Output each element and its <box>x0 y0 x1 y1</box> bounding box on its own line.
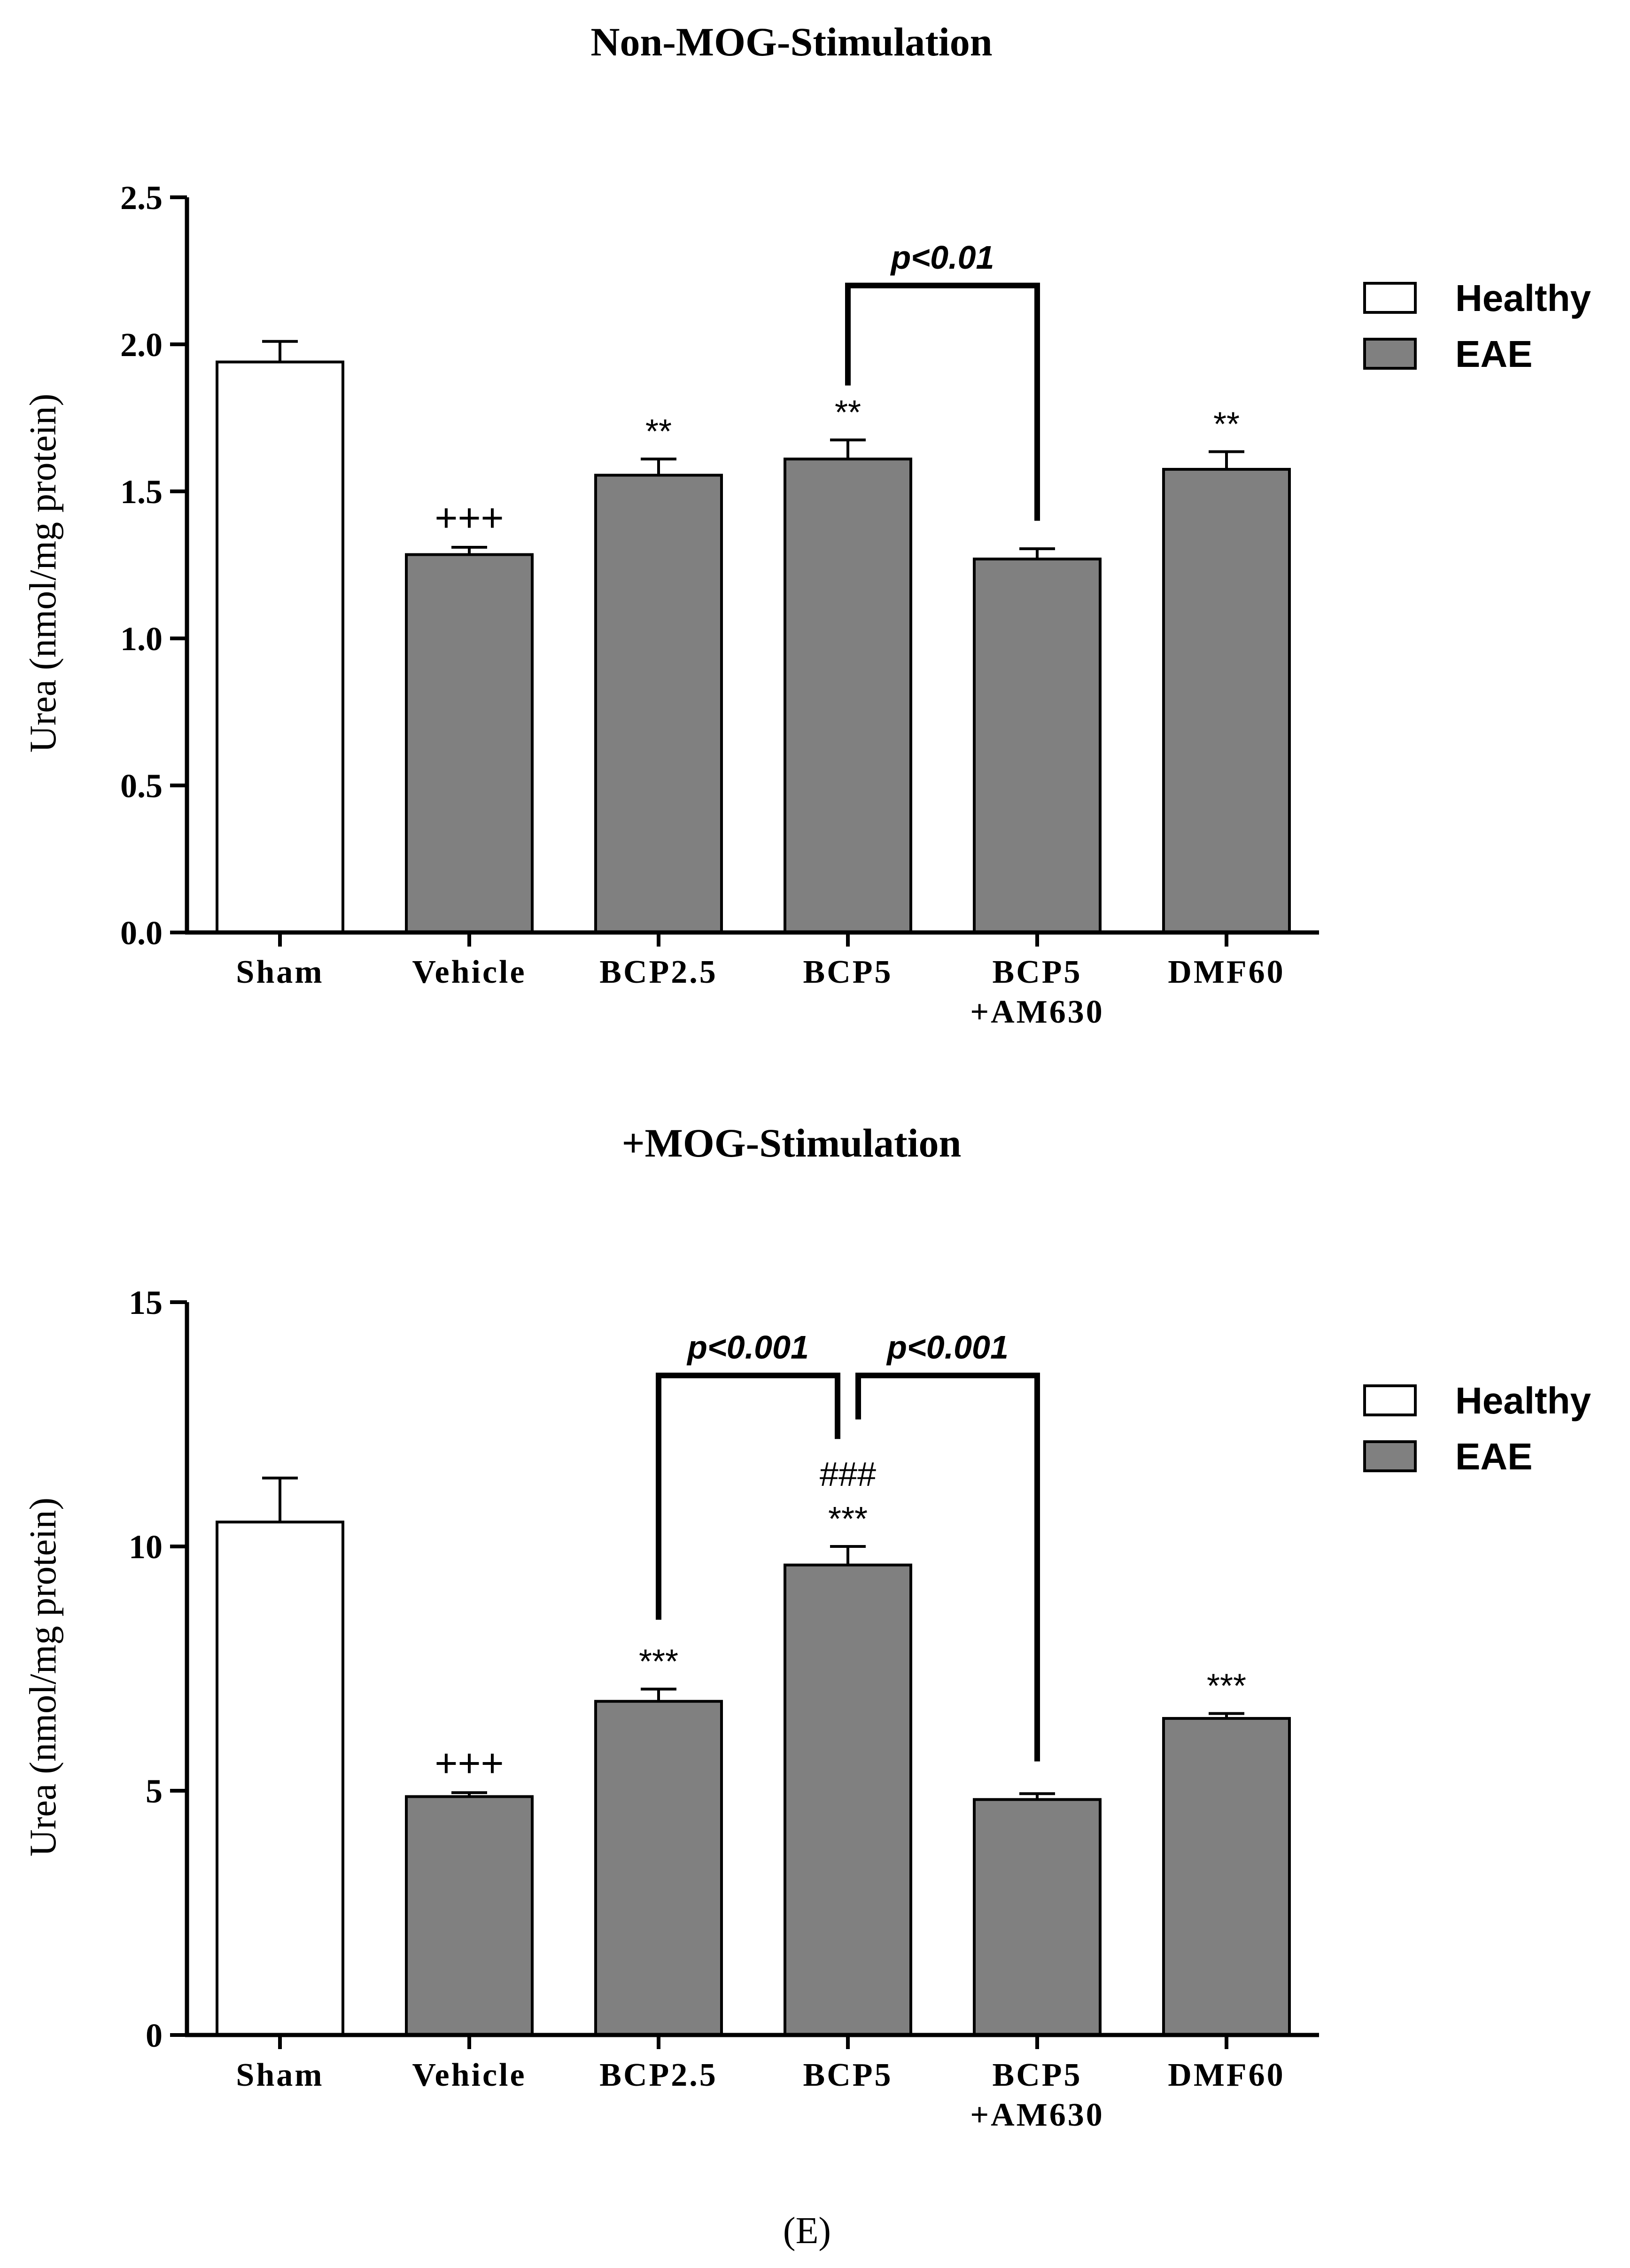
y-tick-label: 2.5 <box>120 179 163 217</box>
chart-non-mog: Non-MOG-Stimulation Urea (nmol/mg protei… <box>23 19 1591 1030</box>
x-tick-label: BCP5 <box>803 2057 893 2093</box>
y-tick-label: 0.5 <box>120 767 163 805</box>
legend-swatch-eae <box>1363 338 1417 370</box>
chart-title: +MOG-Stimulation <box>622 1120 962 1165</box>
bars <box>216 1476 1291 2037</box>
significance-mark: ** <box>1213 405 1240 443</box>
y-axis-label: Urea (nmol/mg protein) <box>23 394 64 753</box>
legend-label-eae: EAE <box>1455 333 1533 375</box>
significance-mark: +++ <box>435 1741 504 1785</box>
legend-label-healthy: Healthy <box>1455 277 1591 319</box>
x-axis-labels: Sham Vehicle BCP2.5 BCP5 BCP5 +AM630 DMF60 <box>236 2035 1285 2133</box>
significance-mark: *** <box>1207 1668 1246 1705</box>
bars <box>216 340 1291 934</box>
significance-mark: *** <box>639 1643 678 1681</box>
legend-swatch-healthy <box>1363 1384 1417 1416</box>
legend-swatch-healthy <box>1363 282 1417 314</box>
significance-marks: +++ *** ### *** *** <box>435 1456 1246 1785</box>
legend-label-eae: EAE <box>1455 1436 1533 1477</box>
x-tick-label-line2: +AM630 <box>970 2097 1104 2133</box>
bar-dmf60 <box>1162 1717 1291 2037</box>
legend-swatch-eae <box>1363 1440 1417 1472</box>
significance-marks: +++ ** ** ** <box>435 394 1240 539</box>
bracket-label: p<0.01 <box>890 239 994 276</box>
y-axis-ticks: 0.0 0.5 1.0 1.5 2.0 2.5 <box>120 179 187 952</box>
bar-dmf60 <box>1162 468 1291 934</box>
y-axis-label: Urea (nmol/mg protein) <box>23 1498 64 1856</box>
bar-vehicle <box>405 1795 534 2036</box>
legend: Healthy EAE <box>1363 277 1591 375</box>
figure-label: (E) <box>783 2210 831 2252</box>
bar-bcp2-5 <box>594 1700 723 2036</box>
comparison-brackets: p<0.01 <box>845 239 1040 521</box>
axes <box>185 197 1319 935</box>
legend: Healthy EAE <box>1363 1380 1591 1477</box>
bar-bcp2-5 <box>594 474 723 934</box>
x-tick-label: Sham <box>236 2057 324 2093</box>
x-tick-label: Vehicle <box>412 954 526 990</box>
bracket-line <box>845 282 1040 521</box>
x-tick-label: BCP5 <box>993 954 1082 990</box>
y-tick-label: 15 <box>129 1284 163 1321</box>
significance-mark: +++ <box>435 496 504 540</box>
significance-mark: *** <box>828 1500 868 1538</box>
x-tick-label: Vehicle <box>412 2057 526 2093</box>
y-tick-label: 5 <box>146 1772 163 1810</box>
y-tick-label: 0 <box>146 2017 163 2054</box>
legend-label-healthy: Healthy <box>1455 1380 1591 1421</box>
bar-bcp5 <box>784 1563 912 2036</box>
significance-mark: ** <box>645 413 672 450</box>
bracket-line <box>855 1373 1040 1762</box>
x-tick-label: DMF60 <box>1168 2057 1285 2093</box>
significance-mark: ** <box>835 394 861 431</box>
x-tick-label: Sham <box>236 954 324 990</box>
significance-mark: ### <box>820 1456 876 1493</box>
y-tick-label: 1.0 <box>120 620 163 658</box>
bar-vehicle <box>405 553 534 934</box>
y-tick-label: 2.0 <box>120 326 163 364</box>
bar-bcp5 <box>784 458 912 934</box>
y-tick-label: 0.0 <box>120 914 163 952</box>
x-tick-label: BCP5 <box>803 954 893 990</box>
y-tick-label: 10 <box>129 1528 163 1566</box>
x-tick-label-line2: +AM630 <box>970 994 1104 1030</box>
chart-title: Non-MOG-Stimulation <box>590 19 992 64</box>
axes <box>185 1302 1319 2037</box>
x-tick-label: BCP2.5 <box>599 2057 718 2093</box>
x-tick-label: BCP5 <box>993 2057 1082 2093</box>
bracket-label: p<0.001 <box>886 1329 1009 1366</box>
y-tick-label: 1.5 <box>120 473 163 511</box>
chart-plus-mog: +MOG-Stimulation Urea (nmol/mg protein) … <box>23 1120 1591 2133</box>
bar-sham <box>216 1521 344 2036</box>
bar-sham <box>216 360 344 934</box>
x-tick-label: DMF60 <box>1168 954 1285 990</box>
bracket-label: p<0.001 <box>686 1329 809 1366</box>
bar-bcp5 <box>973 1798 1102 2036</box>
bracket-line <box>656 1373 840 1620</box>
bar-bcp5 <box>973 557 1102 934</box>
x-axis-labels: Sham Vehicle BCP2.5 BCP5 BCP5 +AM630 DMF60 <box>236 932 1285 1030</box>
comparison-brackets: p<0.001 p<0.001 <box>656 1329 1040 1762</box>
y-axis-ticks: 0 5 10 15 <box>129 1284 187 2054</box>
x-tick-label: BCP2.5 <box>599 954 718 990</box>
